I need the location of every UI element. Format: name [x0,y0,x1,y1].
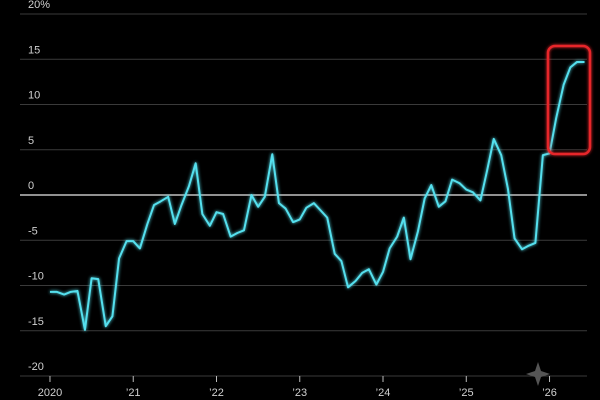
x-tick-label: 2020 [38,387,62,399]
y-tick-label: -10 [28,271,44,283]
x-tick-label: ’24 [376,387,391,399]
x-tick-label: ’26 [542,387,557,399]
x-tick-label: ’21 [126,387,141,399]
y-tick-label: 15 [28,44,40,56]
x-tick-label: ’25 [459,387,474,399]
y-tick-label: -5 [28,225,38,237]
highlight-box [546,44,592,156]
data-line [49,60,585,331]
y-tick-label: 20% [28,0,50,11]
y-tick-label: -20 [28,361,44,373]
plot [49,60,585,331]
watermark-icon [526,362,550,386]
y-tick-label: 10 [28,90,40,102]
y-tick-label: 5 [28,135,34,147]
x-tick-label: ’23 [292,387,307,399]
x-tick-label: ’22 [209,387,224,399]
y-tick-label: 0 [28,180,34,192]
grid: 20% 15 10 5 0 -5 -10 -15 -20 2020 ’21 ’22 ’23 ’24 ’25 ’… [20,0,587,399]
y-tick-label: -15 [28,316,44,328]
